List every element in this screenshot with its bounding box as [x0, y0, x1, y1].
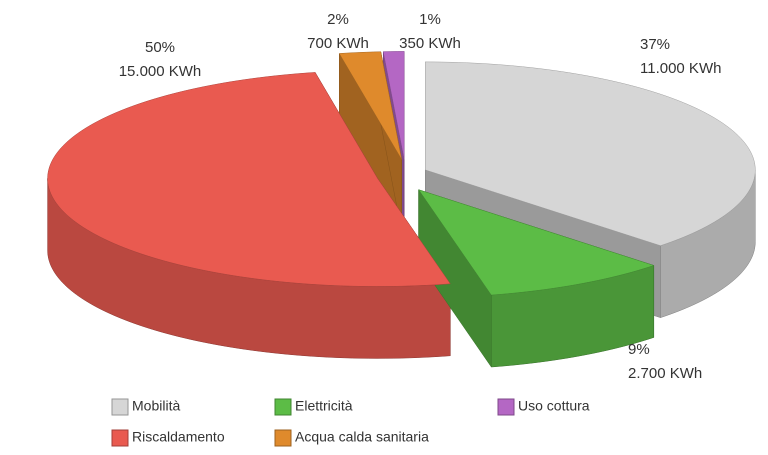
energy-label: 700 KWh	[307, 35, 369, 52]
value-label: 37%	[640, 36, 670, 53]
legend-swatch	[497, 398, 515, 416]
legend-label: Elettricità	[295, 398, 353, 414]
slice	[47, 72, 451, 287]
energy-label: 350 KWh	[399, 35, 461, 52]
legend-swatch	[274, 429, 292, 447]
legend-label: Uso cottura	[518, 398, 590, 414]
value-label: 1%	[419, 11, 441, 28]
legend-label: Mobilità	[132, 398, 180, 414]
legend-label: Acqua calda sanitaria	[295, 429, 429, 445]
slice	[338, 51, 402, 160]
legend-label: Riscaldamento	[132, 429, 225, 445]
energy-label: 15.000 KWh	[119, 63, 202, 80]
slice	[382, 51, 405, 160]
legend-swatch	[111, 429, 129, 447]
slice	[425, 61, 756, 246]
slice	[417, 189, 655, 296]
energy-label: 2.700 KWh	[628, 365, 702, 382]
value-label: 2%	[327, 11, 349, 28]
legend-swatch	[111, 398, 129, 416]
energy-label: 11.000 KWh	[640, 60, 721, 77]
value-label: 9%	[628, 341, 650, 358]
value-label: 50%	[145, 39, 175, 56]
legend-swatch	[274, 398, 292, 416]
